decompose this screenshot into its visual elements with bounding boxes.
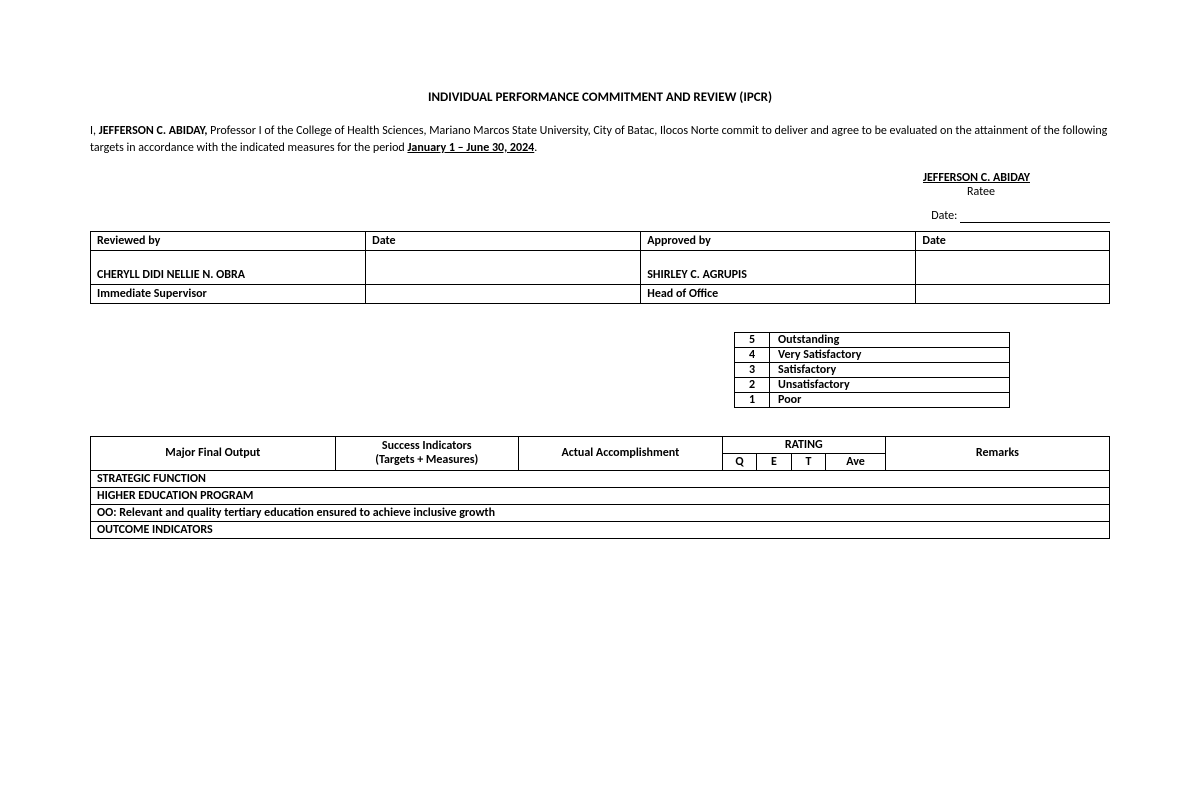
section-row-0: STRATEGIC FUNCTION — [91, 470, 1110, 487]
date-header-2: Date — [916, 231, 1110, 250]
e-header: E — [757, 453, 791, 470]
approver-date-cell — [916, 250, 1110, 284]
t-header: T — [791, 453, 825, 470]
approver-name: SHIRLEY C. AGRUPIS — [641, 250, 916, 284]
date-header-1: Date — [366, 231, 641, 250]
legend-label-3: Unsatisfactory — [770, 377, 1010, 392]
section-row-1: HIGHER EDUCATION PROGRAM — [91, 487, 1110, 504]
ratee-name: JEFFERSON C. ABIDAY — [923, 171, 1030, 185]
rating-legend: 5Outstanding 4Very Satisfactory 3Satisfa… — [90, 332, 1110, 408]
signature-table: Reviewed by Date Approved by Date CHERYL… — [90, 231, 1110, 304]
ratee-block: JEFFERSON C. ABIDAY Ratee — [90, 171, 1110, 199]
date-line: Date: — [90, 209, 1110, 223]
date-label: Date: — [931, 209, 957, 223]
intro-period: January 1 – June 30, 2024 — [407, 141, 534, 155]
q-header: Q — [722, 453, 756, 470]
legend-num-3: 2 — [735, 377, 770, 392]
reviewed-by-header: Reviewed by — [91, 231, 366, 250]
reviewer-role: Immediate Supervisor — [91, 284, 366, 303]
intro-paragraph: I, JEFFERSON C. ABIDAY, Professor I of t… — [90, 123, 1110, 157]
remarks-header: Remarks — [885, 436, 1109, 470]
ratee-label: Ratee — [90, 185, 1030, 199]
legend-num-0: 5 — [735, 332, 770, 347]
approved-by-header: Approved by — [641, 231, 916, 250]
approver-role: Head of Office — [641, 284, 916, 303]
legend-num-1: 4 — [735, 347, 770, 362]
si-header-line1: Success Indicators — [382, 439, 472, 453]
legend-label-2: Satisfactory — [770, 362, 1010, 377]
reviewer-role-date — [366, 284, 641, 303]
document-title: INDIVIDUAL PERFORMANCE COMMITMENT AND RE… — [90, 90, 1110, 105]
approver-role-date — [916, 284, 1110, 303]
section-row-2: OO: Relevant and quality tertiary educat… — [91, 504, 1110, 521]
reviewer-date-cell — [366, 250, 641, 284]
reviewer-name: CHERYLL DIDI NELLIE N. OBRA — [91, 250, 366, 284]
legend-num-2: 3 — [735, 362, 770, 377]
date-blank — [960, 222, 1110, 223]
aa-header: Actual Accomplishment — [518, 436, 722, 470]
intro-prefix: I, — [90, 124, 99, 138]
mfo-header: Major Final Output — [91, 436, 336, 470]
intro-suffix: . — [534, 141, 537, 155]
legend-label-0: Outstanding — [770, 332, 1010, 347]
mfo-table: Major Final Output Success Indicators (T… — [90, 436, 1110, 539]
intro-name: JEFFERSON C. ABIDAY, — [99, 124, 208, 138]
section-row-3: OUTCOME INDICATORS — [91, 521, 1110, 538]
si-header: Success Indicators (Targets + Measures) — [335, 436, 518, 470]
rating-header: RATING — [722, 436, 885, 453]
legend-label-1: Very Satisfactory — [770, 347, 1010, 362]
legend-label-4: Poor — [770, 392, 1010, 407]
legend-num-4: 1 — [735, 392, 770, 407]
si-header-line2: (Targets + Measures) — [375, 453, 478, 467]
ave-header: Ave — [826, 453, 886, 470]
intro-middle: Professor I of the College of Health Sci… — [90, 124, 1107, 155]
